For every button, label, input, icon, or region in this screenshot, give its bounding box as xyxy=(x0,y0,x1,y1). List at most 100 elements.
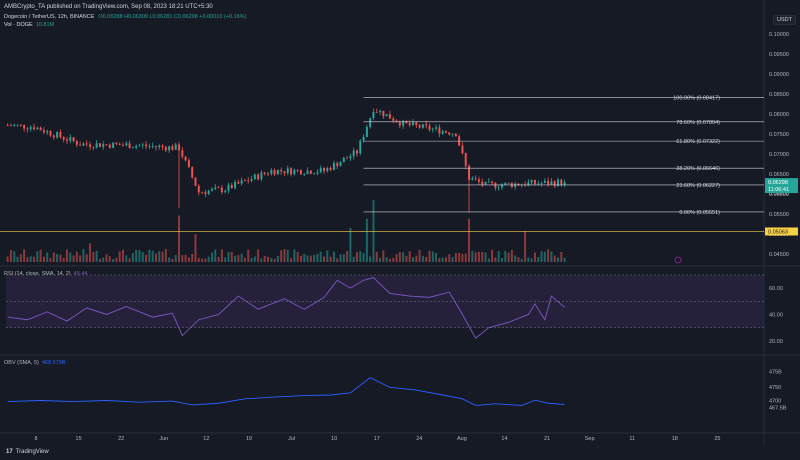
symbol-legend[interactable]: Dogecoin / TetherUS, 12h, BINANCE O0.0628… xyxy=(4,13,246,21)
candle-body xyxy=(273,170,276,175)
candle-body xyxy=(181,150,184,157)
volume-bar xyxy=(250,258,253,262)
time-tick-label: Jul xyxy=(288,436,295,442)
time-tick-label: 24 xyxy=(416,436,422,442)
volume-bar xyxy=(435,253,438,262)
candle-body xyxy=(362,136,365,141)
volume-label: Vol · DOGE xyxy=(4,22,33,28)
volume-bar xyxy=(313,254,316,262)
candle-body xyxy=(514,183,517,187)
volume-bar xyxy=(207,256,210,262)
volume-bar xyxy=(39,249,42,262)
price-candles xyxy=(0,108,764,232)
volume-bar xyxy=(253,256,256,262)
candle-body xyxy=(122,145,124,146)
candle-body xyxy=(171,146,174,150)
candle-body xyxy=(428,125,431,130)
time-tick-label: Jun xyxy=(159,436,168,442)
candle-body xyxy=(79,144,82,146)
volume-bar xyxy=(283,249,286,262)
candle-body xyxy=(388,114,391,119)
volume-bar xyxy=(418,249,421,262)
volume-bar xyxy=(451,257,454,262)
volume-bar xyxy=(408,251,411,262)
price-tick-label: 0.06200 xyxy=(769,191,789,197)
volume-bar xyxy=(533,252,536,262)
candle-body xyxy=(125,143,128,146)
rsi-tick-label: 60.00 xyxy=(769,286,783,292)
candle-body xyxy=(39,127,42,131)
candle-body xyxy=(161,145,164,147)
alert-marker xyxy=(674,256,682,264)
fib-level-label: 23.60% (0.06227) xyxy=(676,183,720,189)
candle-body xyxy=(408,123,411,126)
time-tick-label: 12 xyxy=(203,436,209,442)
volume-bar xyxy=(293,249,296,262)
candle-body xyxy=(62,137,65,140)
obv-legend[interactable]: OBV (SMA, 5) 468.579B xyxy=(4,359,65,367)
volume-bar xyxy=(421,255,424,262)
candle-body xyxy=(72,137,75,142)
volume-bar xyxy=(141,252,144,262)
volume-bar xyxy=(210,252,213,262)
volume-bar xyxy=(257,249,260,262)
time-tick-label: 19 xyxy=(246,436,252,442)
currency-button[interactable]: USDT xyxy=(773,15,796,25)
ohlc-values: O0.06288 H0.06309 L0.06281 C0.06298 +0.0… xyxy=(98,14,247,20)
candle-body xyxy=(95,143,98,148)
volume-bar xyxy=(286,249,289,262)
volume-bar xyxy=(543,251,546,262)
volume-bar xyxy=(441,257,444,262)
candle-body xyxy=(484,181,487,185)
candle-body xyxy=(550,181,553,185)
candle-body xyxy=(230,184,233,189)
candle-body xyxy=(471,178,474,180)
volume-bar xyxy=(135,249,138,262)
volume-bar xyxy=(346,251,349,262)
candle-body xyxy=(329,168,332,170)
volume-bar xyxy=(174,255,177,262)
candle-body xyxy=(306,170,309,174)
volume-bar xyxy=(273,258,276,262)
candle-body xyxy=(540,182,543,184)
volume-bar xyxy=(214,249,217,262)
volume-bar xyxy=(349,227,352,262)
symbol-name: Dogecoin / TetherUS, 12h, BINANCE xyxy=(4,14,95,20)
time-tick-label: 22 xyxy=(118,436,124,442)
candle-body xyxy=(217,187,220,189)
volume-bar xyxy=(49,258,52,262)
volume-bar xyxy=(402,252,405,262)
candle-body xyxy=(59,132,62,138)
volume-legend[interactable]: Vol · DOGE 10.81M xyxy=(4,21,54,29)
volume-bar xyxy=(517,257,520,262)
candle-body xyxy=(112,142,115,148)
rsi-legend[interactable]: RSI (14, close, SMA, 14, 2) 45.44 xyxy=(4,270,87,278)
volume-bar xyxy=(29,256,32,262)
footer-brand[interactable]: 17 TradingView xyxy=(6,449,49,455)
candle-body xyxy=(240,180,243,184)
time-tick-label: 10 xyxy=(331,436,337,442)
candle-body xyxy=(543,180,546,183)
candle-body xyxy=(557,179,560,186)
candle-body xyxy=(276,169,279,175)
candle-body xyxy=(355,150,358,154)
volume-bar xyxy=(359,251,362,262)
candle-body xyxy=(145,144,148,147)
volume-bar xyxy=(448,254,451,262)
candle-body xyxy=(187,160,190,168)
candle-body xyxy=(303,173,306,175)
candle-body xyxy=(191,167,194,178)
volume-bar xyxy=(247,249,250,262)
candle-body xyxy=(82,143,85,146)
candle-body xyxy=(474,178,477,180)
volume-bar xyxy=(82,249,85,262)
candle-body xyxy=(148,146,151,148)
candle-body xyxy=(379,110,382,113)
volume-bar xyxy=(352,256,355,262)
candle-body xyxy=(237,181,240,184)
time-tick-label: 18 xyxy=(672,436,678,442)
candle-body xyxy=(444,131,447,133)
candle-body xyxy=(332,163,335,170)
candle-body xyxy=(19,124,22,126)
